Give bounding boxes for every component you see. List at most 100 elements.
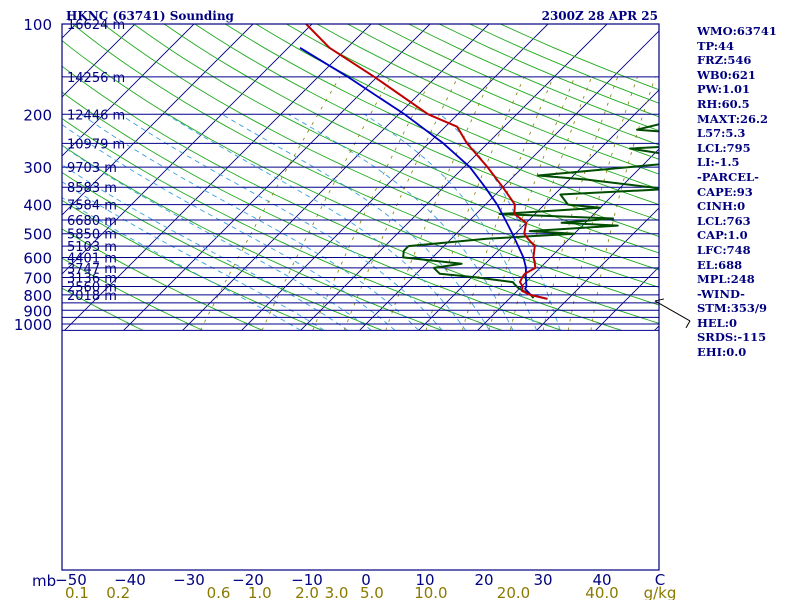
sounding-index-item: MPL:248 bbox=[697, 272, 755, 287]
sounding-index-item: FRZ:546 bbox=[697, 53, 752, 68]
sounding-index-item: SRDS:-115 bbox=[697, 330, 767, 345]
sounding-index-item: STM:353/9 bbox=[697, 301, 768, 316]
mixing-ratio-tick-label: 3.0 bbox=[325, 584, 349, 600]
mixing-ratio-tick-label: 0.6 bbox=[207, 584, 231, 600]
dry-adiabat bbox=[62, 117, 503, 331]
dry-adiabat bbox=[62, 171, 383, 331]
height-label: 10979 m bbox=[67, 137, 125, 152]
temperature-profile bbox=[305, 24, 548, 300]
dry-adiabat bbox=[62, 39, 659, 324]
moist-adiabat bbox=[62, 197, 301, 331]
isotherm bbox=[123, 24, 431, 331]
mixing-ratio-tick-label: 0.2 bbox=[106, 584, 130, 600]
wind-barb bbox=[654, 298, 691, 329]
sounding-index-item: WMO:63741 bbox=[697, 24, 777, 38]
temperature-tick-label: 10 bbox=[415, 571, 434, 589]
isotherm bbox=[62, 24, 254, 216]
sounding-index-item: TP:44 bbox=[697, 38, 735, 53]
pressure-tick-label: 600 bbox=[23, 249, 52, 267]
moist-adiabat bbox=[62, 164, 349, 331]
temperature-tick-label: −50 bbox=[55, 571, 87, 589]
height-label: 5103 m bbox=[67, 240, 117, 255]
height-label: 9703 m bbox=[67, 161, 117, 176]
sounding-index-item: PW:1.01 bbox=[697, 82, 751, 97]
isotherm bbox=[418, 89, 659, 331]
pressure-tick-label: 200 bbox=[23, 106, 52, 124]
moist-adiabat bbox=[221, 113, 490, 331]
dry-adiabat bbox=[316, 24, 659, 175]
sounding-index-item: CAP:1.0 bbox=[697, 228, 748, 243]
height-label: 2018 m bbox=[67, 289, 117, 304]
dry-adiabat bbox=[102, 24, 659, 288]
height-label: 2560 m bbox=[67, 281, 117, 296]
temperature-unit-label: C bbox=[655, 571, 665, 589]
pressure-tick-label: 900 bbox=[23, 302, 52, 320]
sounding-index-item: CAPE:93 bbox=[697, 184, 753, 199]
sounding-index-item: EL:688 bbox=[697, 257, 743, 272]
sounding-time: 2300Z 28 APR 25 bbox=[542, 9, 658, 23]
moist-adiabat bbox=[364, 113, 538, 331]
mixing-ratio-tick-label: 20.0 bbox=[497, 584, 530, 600]
dry-adiabat bbox=[72, 24, 659, 306]
mixing-ratio-line bbox=[542, 76, 619, 331]
isotherm bbox=[0, 24, 17, 330]
station-title: HKNC (63741) Sounding bbox=[66, 9, 235, 23]
temperature-tick-label: 20 bbox=[474, 571, 493, 589]
sounding-index-item: WB0:621 bbox=[697, 67, 756, 82]
pressure-tick-label: 700 bbox=[23, 270, 52, 288]
parcel-profile bbox=[299, 47, 548, 300]
moist-adiabat bbox=[62, 145, 372, 331]
mixing-ratio-line bbox=[312, 76, 433, 331]
sounding-index-item: -PARCEL- bbox=[697, 169, 759, 184]
mixing-ratio-line bbox=[488, 76, 576, 331]
height-label: 7584 m bbox=[67, 199, 117, 214]
sounding-index-item: LCL:763 bbox=[697, 213, 751, 228]
sounding-index-item: LCL:795 bbox=[697, 140, 751, 155]
sounding-indices: WMO:63741 TP:44 FRZ:546 WB0:621 PW:1.01 RH:60… bbox=[697, 24, 797, 360]
dry-adiabat bbox=[347, 24, 659, 160]
sounding-index-item: EHI:0.0 bbox=[697, 345, 747, 360]
mixing-ratio-tick-label: 5.0 bbox=[360, 584, 384, 600]
sounding-index-item: LFC:748 bbox=[697, 242, 751, 257]
pressure-tick-label: 400 bbox=[23, 197, 52, 215]
mixing-ratio-tick-label: 1.0 bbox=[248, 584, 272, 600]
sounding-index-item: L57:5.3 bbox=[697, 126, 746, 141]
dry-adiabat bbox=[62, 228, 263, 331]
profiles bbox=[299, 24, 659, 300]
isotherm bbox=[536, 207, 659, 331]
height-label: 4401 m bbox=[67, 251, 117, 266]
pressure-tick-label: 500 bbox=[23, 226, 52, 244]
height-label: 3136 m bbox=[67, 272, 117, 287]
dewpoint-profile bbox=[402, 123, 659, 299]
height-label: 14256 m bbox=[67, 71, 125, 86]
dry-adiabat bbox=[286, 24, 659, 190]
temperature-tick-label: 30 bbox=[533, 571, 552, 589]
dry-adiabat bbox=[194, 24, 659, 237]
temperature-tick-label: −20 bbox=[232, 571, 264, 589]
moist-adiabat bbox=[166, 113, 467, 331]
height-label: 6680 m bbox=[67, 214, 117, 229]
height-label: 16624 m bbox=[67, 18, 125, 33]
background-lines bbox=[0, 24, 659, 331]
temperature-tick-label: 0 bbox=[361, 571, 371, 589]
temperature-tick-label: 40 bbox=[592, 571, 611, 589]
height-label: 5850 m bbox=[67, 228, 117, 243]
height-label: 12446 m bbox=[67, 108, 125, 123]
dry-adiabat bbox=[163, 24, 659, 254]
moist-adiabat bbox=[119, 113, 443, 331]
temperature-tick-label: −40 bbox=[114, 571, 146, 589]
mixing-ratio-tick-label: 10.0 bbox=[414, 584, 447, 600]
pressure-tick-label: 1000 bbox=[14, 316, 52, 334]
dry-adiabat bbox=[62, 257, 203, 331]
temperature-tick-label: −30 bbox=[173, 571, 205, 589]
mixing-ratio-unit-label: g/kg bbox=[644, 584, 677, 600]
sounding-index-item: -WIND- bbox=[697, 286, 745, 301]
moist-adiabat bbox=[62, 124, 396, 331]
isotherm bbox=[359, 30, 659, 331]
mixing-ratio-tick-label: 0.1 bbox=[65, 584, 89, 600]
moist-adiabat bbox=[440, 113, 561, 331]
dry-adiabat bbox=[62, 144, 443, 331]
moist-adiabat bbox=[80, 113, 419, 331]
